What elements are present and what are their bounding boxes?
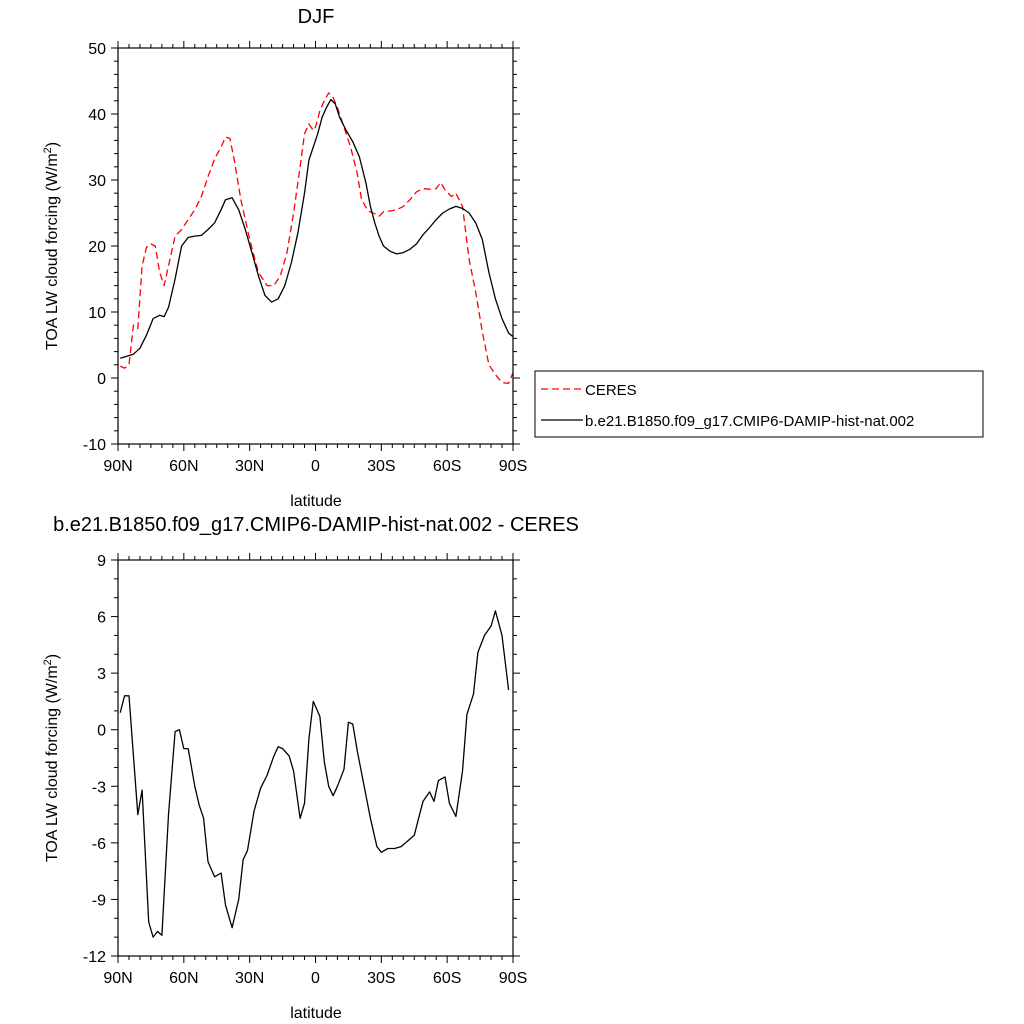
y-axis-ticks: -10 0 10 20 30 40 50 [83,41,520,454]
chart-top-djf: DJF 90N 60N 30N 0 30S 60S 90S -10 0 10 20 30 40 50 l… [42,6,984,510]
y-tick-label: -6 [92,836,106,853]
x-tick-label: 60N [169,458,198,475]
series-line-ceres [119,92,513,384]
legend-box [534,370,984,438]
x-tick-label: 30S [367,970,395,987]
y-tick-label: -12 [83,949,106,966]
y-tick-label: 50 [88,41,106,58]
x-tick-label: 30S [367,458,395,475]
y-axis-ticks: -12 -9 -6 -3 0 3 6 9 [83,553,520,966]
x-tick-label: 90S [499,458,527,475]
y-axis-label-main: TOA LW cloud forcing (W/m [44,153,61,350]
plot-frame [117,559,514,957]
chart-title: DJF [298,6,335,28]
x-tick-label: 90N [103,970,132,987]
x-axis-label: latitude [290,1005,342,1022]
y-tick-label: -9 [92,892,106,909]
y-axis-label: TOA LW cloud forcing (W/m2) [42,142,61,350]
x-tick-label: 30N [235,970,264,987]
legend-label-ceres: CERES [585,382,637,399]
y-tick-label: -3 [92,779,106,796]
y-axis-label-sup: 2 [42,147,54,153]
x-tick-label: 0 [311,458,320,475]
y-tick-label: 9 [97,553,106,570]
x-axis-label: latitude [290,493,342,510]
legend: CERES b.e21.B1850.f09_g17.CMIP6-DAMIP-hi… [534,370,984,438]
y-axis-label-main: TOA LW cloud forcing (W/m [44,665,61,862]
y-tick-label: 3 [97,666,106,683]
y-tick-label: 30 [88,173,106,190]
chart-bottom-difference: b.e21.B1850.f09_g17.CMIP6-DAMIP-hist-nat… [42,514,579,1022]
x-tick-label: 90N [103,458,132,475]
plot-frame [117,47,514,445]
y-axis-label: TOA LW cloud forcing (W/m2) [42,654,61,862]
x-axis-ticks: 90N 60N 30N 0 30S 60S 90S [103,553,527,987]
y-tick-label: 6 [97,610,106,627]
chart-title: b.e21.B1850.f09_g17.CMIP6-DAMIP-hist-nat… [53,514,579,536]
y-tick-label: 40 [88,107,106,124]
y-axis-label-close: ) [44,142,61,147]
y-tick-label: -10 [83,437,106,454]
x-tick-label: 90S [499,970,527,987]
y-axis-label-sup: 2 [42,659,54,665]
series-line-model [120,98,513,359]
x-tick-label: 0 [311,970,320,987]
x-axis-ticks: 90N 60N 30N 0 30S 60S 90S [103,41,527,475]
plot-area [119,92,513,384]
y-axis-label-close: ) [44,654,61,659]
x-tick-label: 60S [433,458,461,475]
y-tick-label: 10 [88,305,106,322]
series-line-model [119,610,510,938]
plot-area [119,610,510,938]
x-tick-label: 60S [433,970,461,987]
legend-label-model: b.e21.B1850.f09_g17.CMIP6-DAMIP-hist-nat… [585,413,914,430]
y-tick-label: 0 [97,371,106,388]
x-tick-label: 60N [169,970,198,987]
y-tick-label: 0 [97,723,106,740]
x-tick-label: 30N [235,458,264,475]
y-tick-label: 20 [88,239,106,256]
